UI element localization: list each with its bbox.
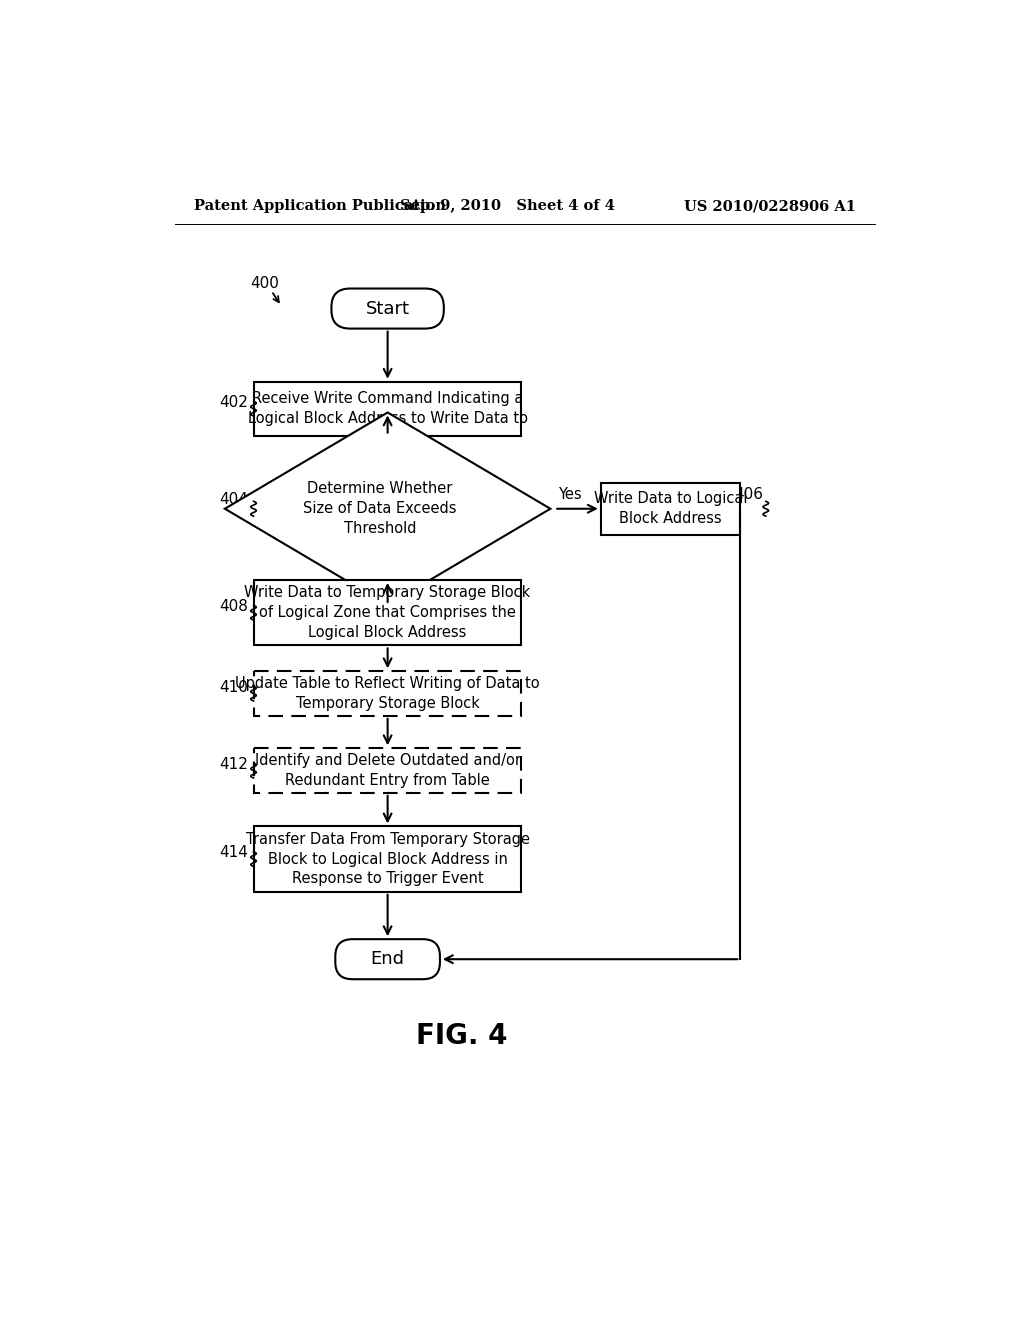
Text: Write Data to Logical
Block Address: Write Data to Logical Block Address [594, 491, 748, 527]
Bar [254, 381, 521, 436]
Text: 414: 414 [219, 845, 248, 861]
FancyBboxPatch shape [335, 940, 440, 979]
Bar [254, 748, 521, 793]
Text: End: End [371, 950, 404, 968]
Bar [601, 483, 740, 535]
FancyBboxPatch shape [332, 289, 443, 329]
Text: Yes: Yes [558, 487, 582, 503]
Text: Patent Application Publication: Patent Application Publication [194, 199, 445, 213]
Text: 406: 406 [734, 487, 764, 503]
Polygon shape [225, 412, 550, 605]
Text: 408: 408 [219, 599, 248, 614]
Text: Identify and Delete Outdated and/or
Redundant Entry from Table: Identify and Delete Outdated and/or Redu… [255, 754, 520, 788]
Bar [254, 579, 521, 645]
Text: 404: 404 [219, 492, 248, 507]
Text: Transfer Data From Temporary Storage
Block to Logical Block Address in
Response : Transfer Data From Temporary Storage Blo… [246, 832, 529, 887]
Text: FIG. 4: FIG. 4 [416, 1022, 507, 1051]
Text: 410: 410 [219, 680, 248, 694]
Bar [254, 671, 521, 715]
Text: Start: Start [366, 300, 410, 318]
Text: 402: 402 [219, 395, 248, 411]
Text: 412: 412 [219, 756, 248, 772]
Text: Update Table to Reflect Writing of Data to
Temporary Storage Block: Update Table to Reflect Writing of Data … [236, 676, 540, 711]
Text: US 2010/0228906 A1: US 2010/0228906 A1 [684, 199, 856, 213]
Text: Write Data to Temporary Storage Block
of Logical Zone that Comprises the
Logical: Write Data to Temporary Storage Block of… [245, 585, 530, 640]
Text: Sep. 9, 2010   Sheet 4 of 4: Sep. 9, 2010 Sheet 4 of 4 [400, 199, 615, 213]
Bar [254, 826, 521, 892]
Text: No: No [394, 609, 414, 624]
Text: Receive Write Command Indicating a
Logical Block Address to Write Data to: Receive Write Command Indicating a Logic… [248, 391, 527, 426]
Text: 400: 400 [251, 276, 280, 290]
Text: Determine Whether
Size of Data Exceeds
Threshold: Determine Whether Size of Data Exceeds T… [303, 482, 457, 536]
